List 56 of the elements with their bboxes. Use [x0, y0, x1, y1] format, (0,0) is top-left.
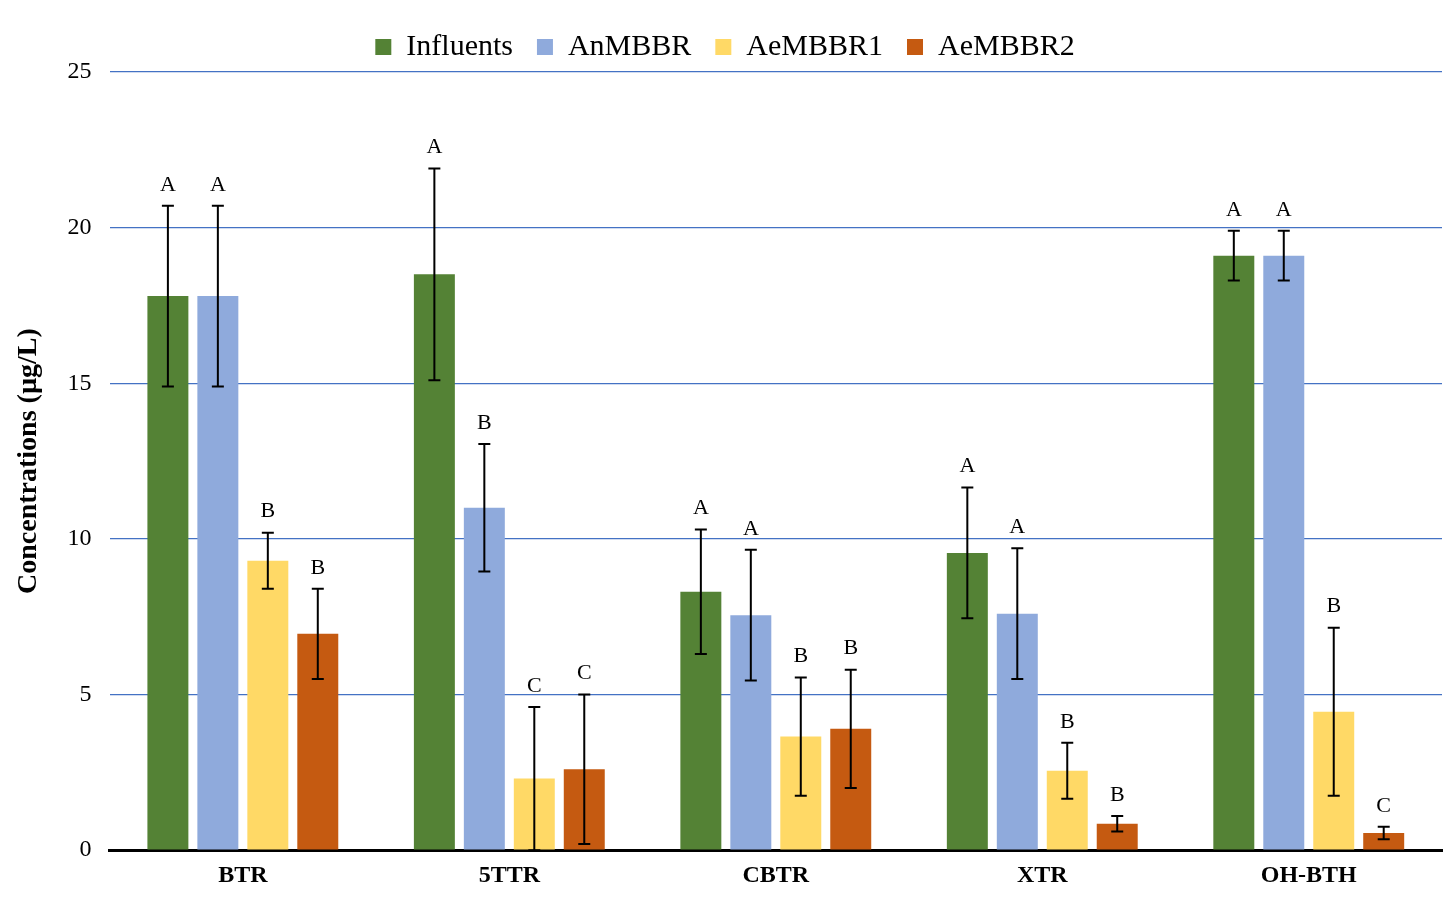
bar [513, 778, 555, 850]
annotation: B [793, 642, 809, 668]
x-tick-label: XTR [1016, 860, 1069, 887]
y-tick-label: 10 [67, 524, 92, 551]
annotation: C [576, 659, 592, 685]
y-tick-label: 5 [79, 679, 92, 706]
annotation: B [260, 497, 276, 523]
bar [1046, 770, 1088, 850]
legend-label: AeMBBR2 [938, 27, 1075, 61]
bar [946, 552, 988, 850]
annotation: A [159, 170, 176, 196]
bar [680, 591, 722, 850]
x-tick-label: OH-BTH [1260, 860, 1358, 887]
legend-label: Influents [406, 27, 513, 61]
y-tick-label: 0 [79, 835, 92, 862]
bar [1096, 823, 1138, 850]
bar [1313, 711, 1355, 850]
bar [297, 633, 339, 850]
bar [247, 560, 289, 850]
y-tick-label: 15 [67, 368, 92, 395]
annotation: A [959, 452, 976, 478]
bar [147, 296, 189, 850]
x-tick-label: CBTR [742, 860, 810, 887]
bar [730, 615, 772, 850]
annotation: A [1225, 195, 1242, 221]
annotation: B [843, 634, 859, 660]
bar [463, 507, 505, 850]
bar [1363, 833, 1405, 850]
x-tick-label: 5TTR [478, 860, 541, 887]
bar [780, 736, 822, 850]
annotation: A [1009, 513, 1026, 539]
annotation: C [1376, 791, 1392, 817]
y-axis-title: Concentrations (µg/L) [11, 328, 43, 594]
annotation: A [1275, 195, 1292, 221]
annotation: B [310, 553, 326, 579]
bar [1263, 255, 1305, 850]
bar [1213, 255, 1255, 850]
bar [413, 274, 455, 850]
annotation: B [476, 408, 492, 434]
annotation: B [1109, 780, 1125, 806]
annotation: B [1326, 592, 1342, 618]
y-tick-label: 20 [67, 212, 92, 239]
legend-label: AnMBBR [567, 27, 692, 61]
y-tick-label: 25 [67, 57, 92, 84]
legend-label: AeMBBR1 [746, 27, 884, 61]
x-tick-label: BTR [218, 860, 269, 887]
annotation: C [526, 671, 542, 697]
bar [563, 769, 605, 850]
annotation: B [1059, 707, 1075, 733]
bar [996, 613, 1038, 850]
annotation: A [692, 494, 709, 520]
annotation: A [426, 133, 443, 159]
annotation: A [209, 170, 226, 196]
bar [830, 728, 872, 850]
annotation: A [742, 514, 759, 540]
bar [197, 296, 239, 850]
